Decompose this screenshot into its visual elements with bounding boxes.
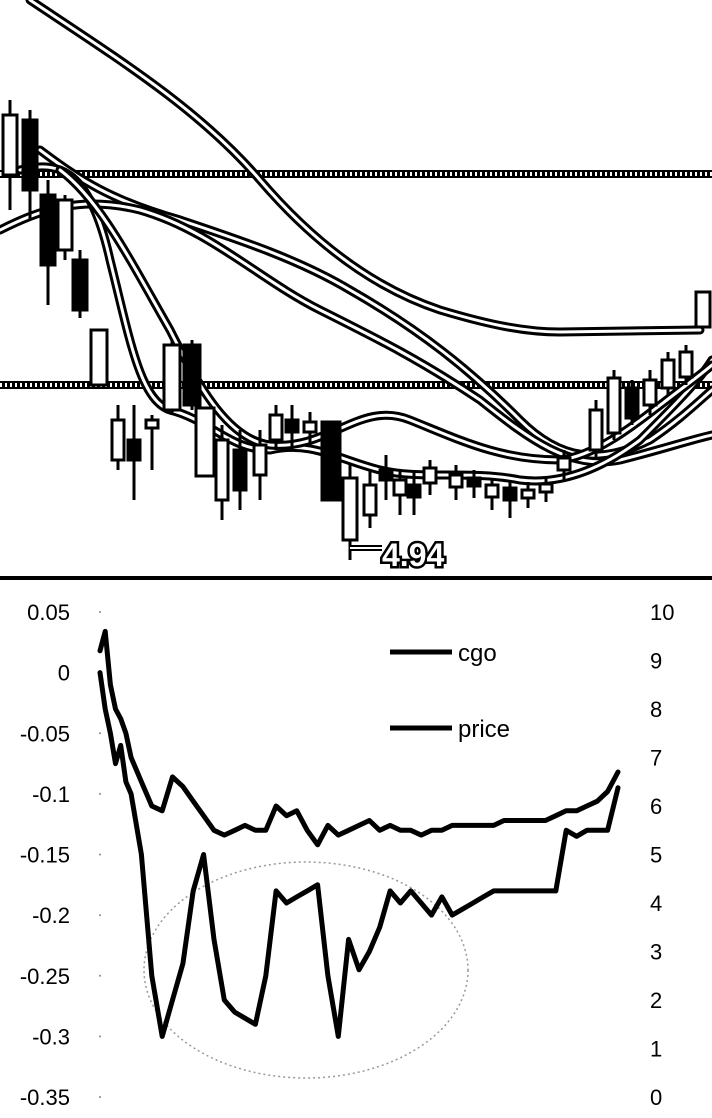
candle (232, 430, 248, 510)
candle (252, 430, 268, 500)
candle (556, 450, 572, 480)
candle (110, 405, 126, 470)
candle (422, 460, 438, 495)
right-tick-label: 6 (650, 794, 662, 819)
line-chart-panel: 0.050-0.05-0.1-0.15-0.2-0.25-0.3-0.35 10… (20, 600, 675, 1110)
legend-label-price: price (458, 716, 510, 743)
left-tick-label: -0.3 (32, 1024, 70, 1049)
right-tick-label: 2 (650, 988, 662, 1013)
right-tick-label: 10 (650, 600, 674, 625)
right-tick-label: 7 (650, 746, 662, 771)
candle (89, 328, 109, 387)
ma-short-line-2 (55, 165, 712, 465)
left-tick-label: -0.1 (32, 782, 70, 807)
candle (624, 380, 640, 425)
legend: cgo price (390, 640, 510, 743)
left-tick-label: -0.05 (20, 721, 70, 746)
legend-label-cgo: cgo (458, 640, 497, 667)
candle (502, 480, 518, 518)
right-tick-label: 9 (650, 649, 662, 674)
low-price-label: 4.94 (382, 537, 444, 573)
legend-item-cgo: cgo (390, 640, 497, 667)
left-tick-label: -0.2 (32, 903, 70, 928)
left-tick-mark (99, 611, 101, 613)
candle (606, 370, 622, 440)
right-tick-label: 3 (650, 940, 662, 965)
candle (588, 400, 604, 460)
left-tick-mark (99, 853, 101, 856)
candle (320, 420, 342, 502)
candle (466, 470, 482, 498)
candle (71, 250, 89, 318)
left-tick-mark (99, 1096, 101, 1098)
left-axis-ticks: 0.05 0 -0.05 -0.1 -0.15 -0.2 -0.25 -0.3 -0.35 (20, 600, 101, 1110)
right-tick-label: 4 (650, 891, 662, 916)
moving-average-lines (0, 0, 712, 486)
candle (194, 406, 216, 478)
left-tick-label: -0.15 (20, 843, 70, 868)
candle (484, 478, 500, 510)
right-tick-label: 5 (650, 843, 662, 868)
highlight-ellipse (143, 861, 469, 1079)
candle (21, 110, 39, 220)
series-layer (97, 628, 621, 1039)
candle (406, 470, 422, 515)
right-tick-label: 1 (650, 1037, 662, 1062)
left-tick-mark (99, 974, 101, 977)
candlestick-panel: 4.94 (0, 0, 712, 576)
candle (302, 412, 318, 445)
series-line-price (97, 628, 621, 848)
candle (126, 405, 142, 500)
left-tick-label: 0.05 (27, 600, 70, 625)
ma-long-line (25, 0, 705, 337)
candle (660, 352, 676, 395)
candle (144, 415, 160, 470)
left-tick-label: -0.35 (20, 1085, 70, 1110)
candle (284, 405, 300, 450)
left-tick-label: -0.25 (20, 964, 70, 989)
left-tick-mark (99, 914, 101, 917)
candle (392, 470, 408, 515)
ma-short-line-1 (15, 162, 712, 486)
candle (56, 195, 74, 260)
left-tick-label: 0 (58, 661, 70, 686)
candle (214, 425, 230, 520)
candle (1, 100, 19, 210)
candle (694, 290, 712, 329)
right-tick-label: 8 (650, 697, 662, 722)
low-price-annotation: 4.94 (350, 535, 447, 576)
candle (268, 405, 284, 450)
left-tick-mark (99, 792, 101, 795)
ma-mid-line-2 (0, 199, 712, 467)
candle (678, 345, 694, 385)
candle (538, 478, 554, 502)
left-tick-mark (99, 1035, 101, 1038)
candle (378, 455, 394, 500)
candle (520, 482, 536, 508)
candle (182, 340, 202, 410)
candle (162, 340, 182, 415)
candle (642, 370, 658, 415)
candle (362, 470, 378, 528)
candle (39, 180, 57, 305)
candle (448, 465, 464, 500)
candles (1, 100, 712, 560)
legend-item-price: price (390, 716, 510, 743)
candle (341, 465, 359, 560)
right-tick-label: 0 (650, 1085, 662, 1110)
left-tick-mark (99, 732, 101, 735)
series-line-cgo (97, 670, 621, 1039)
